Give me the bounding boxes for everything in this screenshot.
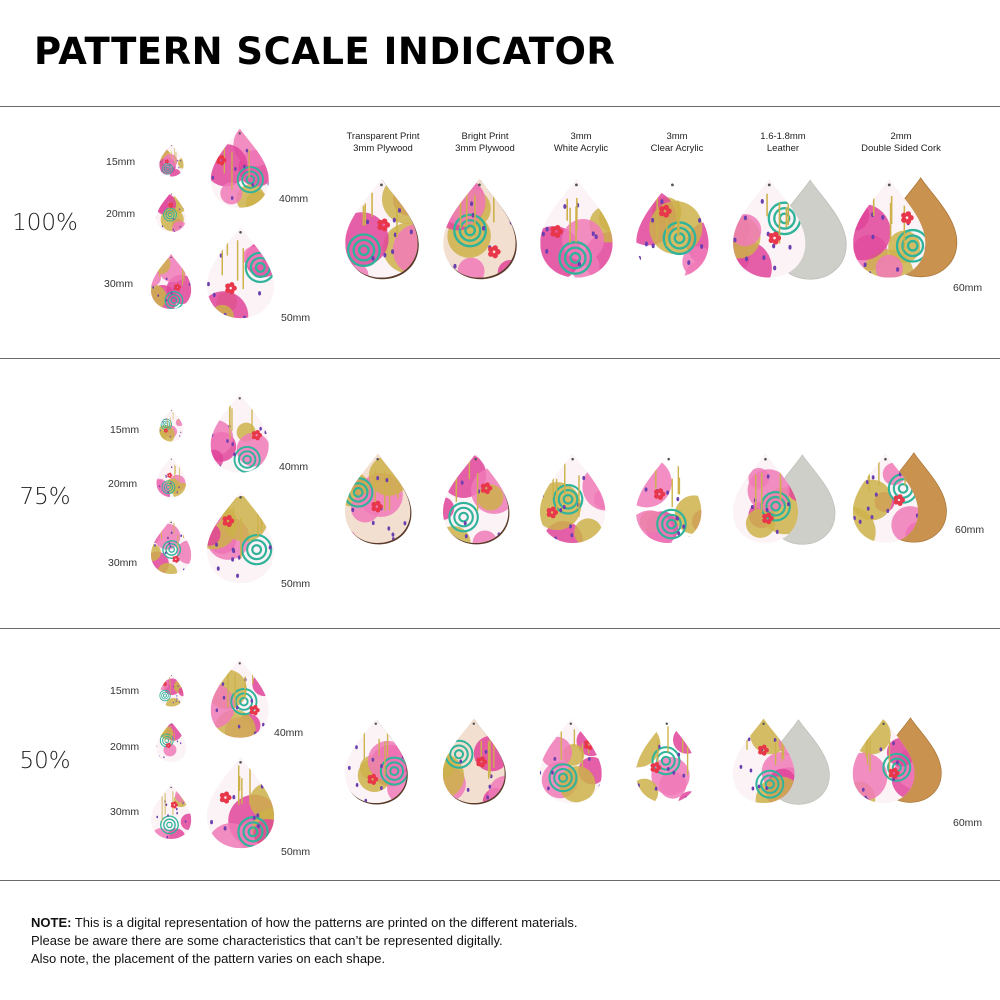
size-label-60mm: 60mm: [953, 817, 983, 829]
sample-15mm-drop: [159, 408, 184, 442]
size-label-15mm: 15mm: [106, 156, 136, 168]
sample-15mm-drop: [159, 143, 184, 177]
material-sample-cork-drop: [853, 177, 958, 278]
material-header-line2: 3mm Plywood: [455, 143, 515, 154]
material-header-line2: White Acrylic: [553, 143, 609, 154]
material-sample-cork-drop: [852, 452, 947, 543]
material-sample-leather-drop: [732, 718, 830, 805]
sample-40mm-drop: [210, 393, 269, 473]
size-label-60mm: 60mm: [955, 524, 985, 536]
divider-bottom: [0, 880, 1000, 881]
material-sample-acrylic-drop: [540, 178, 613, 278]
material-header-line2: 3mm Plywood: [353, 143, 413, 154]
material-sample-plywood-drop: [344, 718, 408, 805]
size-label-50mm: 50mm: [281, 312, 311, 324]
material-header-cork: 2mm Double Sided Cork: [841, 131, 961, 155]
material-sample-plywood-drop: [442, 453, 510, 545]
sample-50mm-drop: [207, 756, 275, 849]
scale-label-100: 100%: [12, 210, 78, 236]
sample-30mm-drop: [151, 253, 192, 309]
size-label-30mm: 30mm: [110, 806, 140, 818]
size-label-50mm: 50mm: [281, 578, 311, 590]
size-label-15mm: 15mm: [110, 685, 140, 697]
material-sample-acrylic-drop: [539, 718, 602, 804]
material-sample-leather-drop: [732, 453, 836, 545]
size-label-40mm: 40mm: [279, 193, 309, 205]
material-header-line2: Leather: [766, 143, 800, 154]
size-label-60mm: 60mm: [953, 282, 983, 294]
scale-label-75: 75%: [19, 484, 71, 510]
size-label-30mm: 30mm: [108, 557, 138, 569]
material-sample-cork-drop: [852, 717, 942, 804]
material-header-leather: 1.6-1.8mm Leather: [723, 131, 843, 155]
material-sample-acrylic-drop: [539, 453, 606, 543]
sample-20mm-drop: [156, 456, 187, 498]
material-sample-plywood-drop: [344, 453, 412, 545]
material-header-line1: Transparent Print: [346, 131, 420, 142]
divider-2: [0, 628, 1000, 629]
size-label-20mm: 20mm: [106, 208, 136, 220]
material-header-transparent-plywood: Transparent Print 3mm Plywood: [323, 131, 443, 155]
sample-40mm-drop: [210, 658, 269, 738]
size-label-20mm: 20mm: [110, 741, 140, 753]
note-line2: Please be aware there are some character…: [31, 933, 503, 948]
divider-1: [0, 358, 1000, 359]
material-header-line2: Double Sided Cork: [861, 143, 941, 154]
size-label-40mm: 40mm: [279, 461, 309, 473]
sample-50mm-drop: [207, 491, 275, 584]
material-header-line1: 2mm: [890, 131, 912, 142]
sample-30mm-drop: [151, 783, 192, 839]
page-title: PATTERN SCALE INDICATOR: [34, 30, 616, 73]
material-sample-clear-drop: [636, 178, 709, 278]
sample-40mm-drop: [210, 128, 269, 208]
material-header-line2: Clear Acrylic: [650, 143, 704, 154]
material-header-clear-acrylic: 3mm Clear Acrylic: [617, 131, 737, 155]
note-line3: Also note, the placement of the pattern …: [31, 951, 386, 966]
material-header-line1: 1.6-1.8mm: [760, 131, 806, 142]
sample-30mm-drop: [151, 518, 192, 574]
size-label-30mm: 30mm: [104, 278, 134, 290]
scale-label-50: 50%: [19, 748, 71, 774]
material-sample-clear-drop: [635, 453, 702, 543]
sample-20mm-drop: [156, 191, 187, 233]
material-header-line1: 3mm: [570, 131, 592, 142]
material-header-white-acrylic: 3mm White Acrylic: [521, 131, 641, 155]
sample-50mm-drop: [207, 226, 275, 319]
note-line1: This is a digital representation of how …: [71, 915, 578, 930]
material-sample-leather-drop: [733, 178, 847, 280]
material-sample-plywood-drop: [442, 718, 506, 805]
material-header-line1: 3mm: [666, 131, 688, 142]
sample-20mm-drop: [156, 721, 187, 763]
size-label-50mm: 50mm: [281, 846, 311, 858]
sample-15mm-drop: [159, 673, 184, 707]
material-sample-clear-drop: [635, 718, 698, 804]
note-bold: NOTE:: [31, 915, 72, 930]
material-sample-plywood-drop: [443, 178, 517, 280]
note-text: NOTE: This is a digital representation o…: [31, 914, 971, 968]
material-header-line1: Bright Print: [461, 131, 509, 142]
size-label-15mm: 15mm: [110, 424, 140, 436]
size-label-40mm: 40mm: [274, 727, 304, 739]
size-label-20mm: 20mm: [108, 478, 138, 490]
material-header-bright-plywood: Bright Print 3mm Plywood: [425, 131, 545, 155]
material-sample-plywood-drop: [345, 178, 419, 280]
divider-top: [0, 106, 1000, 107]
